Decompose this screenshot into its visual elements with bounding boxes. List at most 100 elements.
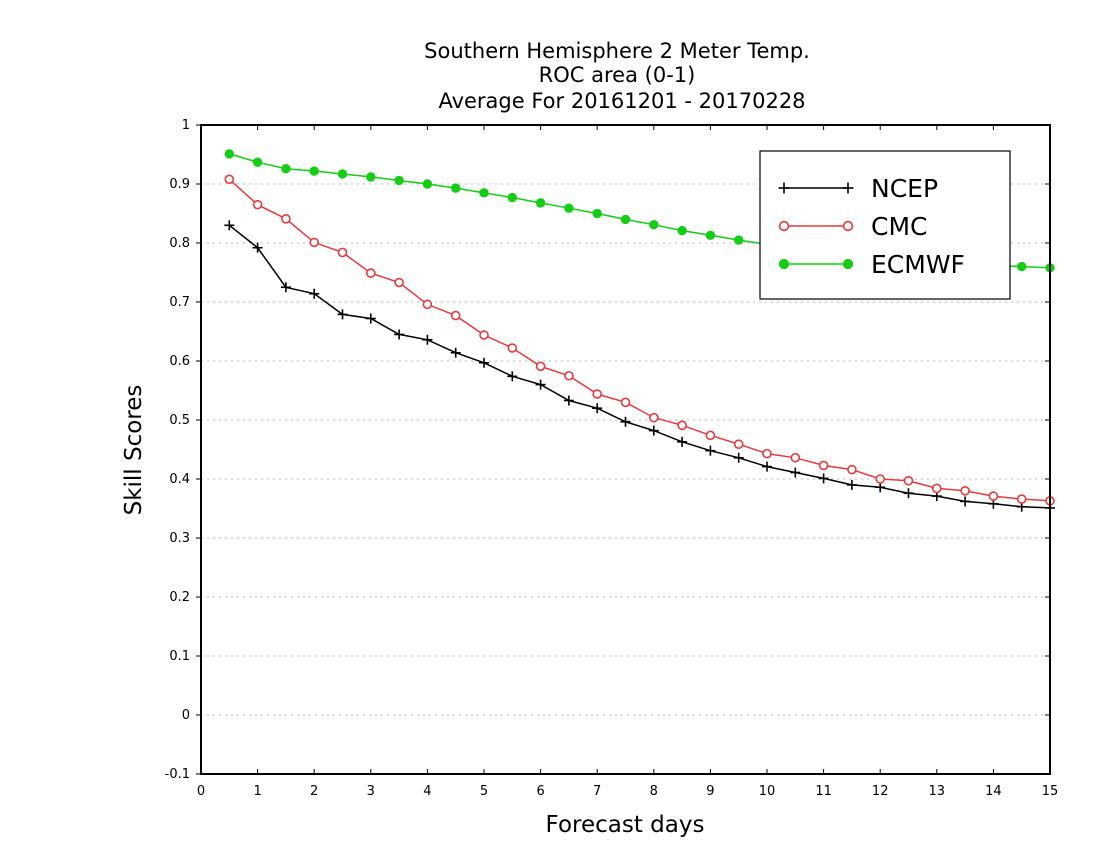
plot-frame [200, 124, 1051, 775]
data-point-cmc [677, 420, 687, 431]
data-point-ncep [903, 488, 914, 499]
data-point-ncep [309, 288, 320, 299]
data-point-cmc [648, 412, 659, 423]
y-tick-label: 1 [182, 118, 190, 133]
data-point-ncep [252, 242, 263, 253]
data-point-ncep [365, 313, 376, 324]
legend-label: CMC [871, 212, 927, 241]
x-tick-label: 9 [706, 784, 714, 799]
data-point-ncep [280, 282, 291, 293]
legend-marker [842, 258, 854, 270]
y-tick-label: 0.8 [169, 236, 190, 251]
data-point-ncep [733, 452, 744, 463]
data-point-ecmwf [620, 214, 631, 225]
data-point-ncep [337, 309, 348, 320]
data-point-cmc [875, 474, 886, 484]
y-tick-label: -0.1 [165, 767, 190, 782]
data-point-ncep [705, 445, 716, 456]
data-point-cmc [1016, 494, 1027, 504]
data-point-ecmwf [535, 198, 546, 208]
data-point-cmc [762, 448, 772, 459]
legend-item-cmc: CMC [778, 212, 927, 241]
x-tick-label: 11 [815, 784, 832, 799]
x-tick-label: 5 [480, 784, 488, 799]
data-point-cmc [450, 310, 461, 321]
data-point-cmc [365, 268, 376, 278]
data-point-ecmwf [705, 230, 716, 241]
data-point-ncep [563, 395, 574, 406]
data-point-cmc [620, 397, 631, 408]
x-tick-label: 14 [985, 784, 1002, 799]
x-tick-label: 0 [197, 784, 205, 799]
x-tick-label: 4 [423, 784, 431, 799]
data-point-cmc [337, 247, 348, 258]
legend-box [759, 150, 1011, 300]
x-axis-label: Forecast days [546, 812, 705, 838]
series-line-cmc [228, 178, 1051, 502]
legend-marker [778, 182, 790, 194]
data-point-ecmwf [451, 183, 461, 193]
data-point-ecmwf [224, 149, 235, 159]
data-point-cmc [224, 174, 235, 185]
x-tick-label: 13 [929, 784, 946, 799]
data-point-cmc [592, 389, 603, 399]
x-tick-label: 6 [536, 784, 544, 799]
x-tick-label: 12 [872, 784, 889, 799]
data-point-cmc [422, 299, 433, 310]
data-point-ncep [790, 467, 801, 478]
axis-ticks: -0.100.10.20.30.40.50.60.70.80.910 1 2 3 4 5 6… [165, 118, 1059, 799]
data-point-ecmwf [422, 179, 433, 189]
chart-title-line-1: Southern Hemisphere 2 Meter Temp. [424, 39, 810, 63]
data-point-ncep [394, 329, 405, 340]
data-point-cmc [535, 361, 546, 372]
data-point-ncep [875, 482, 886, 493]
data-point-cmc [733, 439, 744, 449]
data-point-ncep [450, 347, 461, 358]
data-point-cmc [790, 452, 801, 463]
data-point-ncep [677, 436, 688, 447]
legend-label: NCEP [871, 174, 938, 203]
data-point-cmc [479, 330, 489, 340]
data-point-ecmwf [677, 225, 687, 236]
x-tick-label: 2 [310, 784, 318, 799]
data-point-ncep [648, 425, 659, 436]
legend: NCEP CMC ECMWF [759, 150, 1011, 300]
data-point-ecmwf [366, 172, 376, 182]
x-tick-label: 1 [253, 784, 261, 799]
data-point-ncep [592, 403, 603, 414]
data-point-ncep [818, 473, 829, 484]
data-point-ecmwf [1017, 261, 1027, 272]
data-point-cmc [507, 343, 518, 353]
data-point-ecmwf [507, 192, 517, 203]
series-cmc [224, 174, 1055, 506]
data-point-cmc [705, 430, 716, 441]
x-tick-label: 10 [759, 784, 776, 799]
chart-title-line-3: Average For 20161201 - 20170228 [438, 89, 805, 113]
y-tick-label: 0.1 [169, 649, 190, 664]
data-point-ncep [422, 334, 433, 345]
data-point-ncep [224, 220, 235, 231]
legend-item-ncep: NCEP [778, 174, 938, 203]
x-tick-label: 7 [593, 784, 601, 799]
data-point-cmc [931, 483, 942, 494]
x-tick-label: 8 [650, 784, 658, 799]
y-tick-label: 0.2 [169, 590, 190, 605]
data-point-ecmwf [337, 169, 348, 179]
legend-marker [842, 182, 854, 194]
x-tick-label: 15 [1042, 784, 1059, 799]
data-point-cmc [309, 237, 320, 248]
data-point-cmc [394, 277, 404, 288]
data-point-ecmwf [734, 235, 744, 245]
legend-marker [778, 220, 790, 232]
y-tick-label: 0.4 [169, 472, 190, 487]
y-tick-label: 0.3 [169, 531, 190, 546]
data-point-ecmwf [479, 188, 489, 198]
data-point-cmc [818, 460, 829, 471]
data-point-ecmwf [394, 175, 404, 186]
data-point-ecmwf [252, 157, 263, 167]
data-point-ncep [507, 371, 518, 382]
data-point-cmc [988, 491, 999, 501]
y-tick-label: 0.7 [169, 295, 190, 310]
chart-title-line-2: ROC area (0-1) [539, 63, 696, 87]
y-tick-label: 0.9 [169, 177, 190, 192]
